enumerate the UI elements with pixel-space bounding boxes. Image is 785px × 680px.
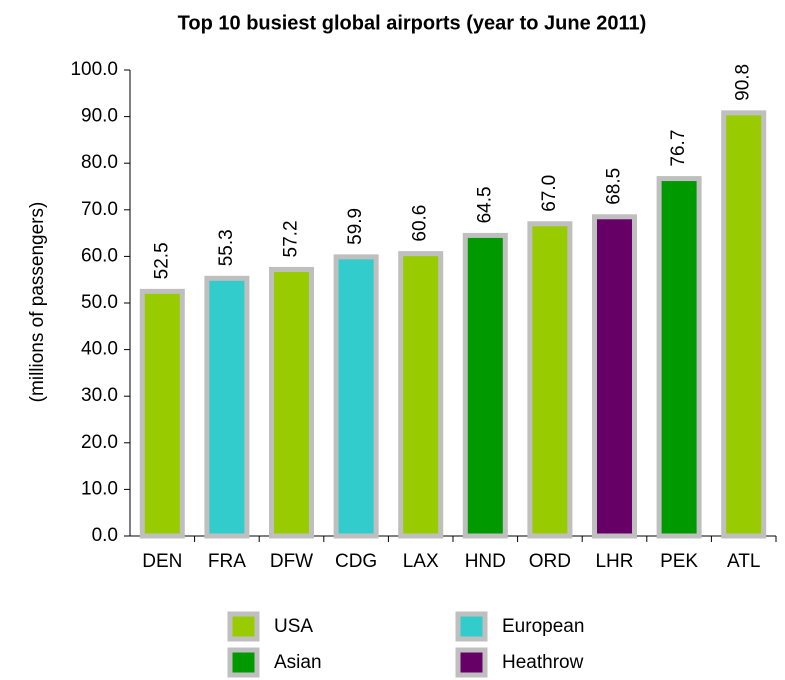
bar <box>721 110 767 539</box>
x-tick-label: ATL <box>727 551 760 572</box>
data-label: 55.3 <box>216 229 237 266</box>
data-label: 68.5 <box>604 168 625 205</box>
x-tick-label: LHR <box>595 551 633 572</box>
data-label: 64.5 <box>474 186 495 223</box>
chart-title: Top 10 busiest global airports (year to … <box>178 12 647 34</box>
x-tick-label: HND <box>465 551 506 572</box>
bar <box>398 251 444 539</box>
bar <box>333 254 379 539</box>
bar <box>462 232 508 539</box>
legend-swatch <box>227 611 260 642</box>
legend-label: European <box>502 616 584 637</box>
x-tick-label: FRA <box>208 551 246 572</box>
y-tick-label: 60.0 <box>81 245 118 266</box>
y-tick-label: 100.0 <box>70 59 118 80</box>
legend-label: USA <box>274 616 313 637</box>
bar <box>139 288 185 539</box>
data-label: 76.7 <box>668 130 689 167</box>
x-tick-label: PEK <box>660 551 698 572</box>
x-tick-label: CDG <box>335 551 377 572</box>
y-tick-label: 50.0 <box>81 292 118 313</box>
data-label: 67.0 <box>539 175 560 212</box>
bar <box>527 221 573 539</box>
data-label: 57.2 <box>281 220 302 257</box>
data-label: 52.5 <box>151 242 172 279</box>
x-tick-label: DFW <box>270 551 313 572</box>
bar <box>269 266 314 539</box>
y-axis-label: (millions of passengers) <box>27 202 48 403</box>
y-tick-label: 10.0 <box>81 478 118 499</box>
y-tick-label: 40.0 <box>81 339 118 360</box>
legend-swatch <box>455 647 488 678</box>
y-tick-label: 0.0 <box>92 525 118 546</box>
x-tick-label: LAX <box>403 551 439 572</box>
bar <box>204 275 250 539</box>
legend-swatch <box>455 611 488 642</box>
legend-swatch <box>227 647 260 678</box>
legend-label: Heathrow <box>502 652 584 673</box>
bar <box>656 176 702 539</box>
x-tick-label: DEN <box>142 551 182 572</box>
y-tick-label: 30.0 <box>81 385 118 406</box>
x-tick-label: ORD <box>529 551 571 572</box>
y-tick-label: 70.0 <box>81 199 118 220</box>
y-tick-label: 80.0 <box>81 152 118 173</box>
data-label: 59.9 <box>345 208 366 245</box>
y-tick-label: 90.0 <box>81 106 118 127</box>
y-tick-label: 20.0 <box>81 432 118 453</box>
data-label: 90.8 <box>733 64 754 101</box>
legend-label: Asian <box>274 652 322 673</box>
bar <box>592 214 637 539</box>
data-label: 60.6 <box>410 205 431 242</box>
